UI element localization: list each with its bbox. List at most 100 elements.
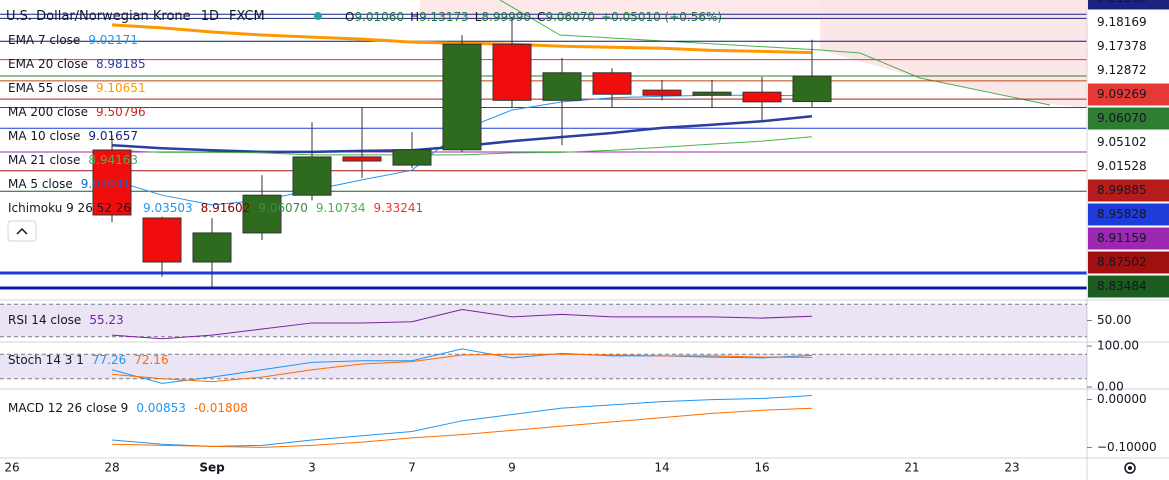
legend-name: EMA 7 close (8, 33, 80, 47)
price-label-box (1088, 83, 1169, 106)
legend-row: Stoch 14 3 1 77.26 72.16 (8, 353, 169, 367)
y-tick-label: 0.00000 (1097, 392, 1147, 406)
legend-value: 8.94163 (88, 153, 138, 167)
price-label-box (1088, 227, 1169, 250)
price-label-box (1088, 275, 1169, 298)
x-tick-label: 26 (4, 461, 19, 475)
candle-body (542, 72, 582, 101)
ohlc-label: O (345, 10, 354, 24)
price-label-box (1088, 59, 1169, 82)
settings-button[interactable] (1124, 462, 1136, 474)
price-label-box (1088, 179, 1169, 202)
legend-value: 0.00853 (136, 401, 186, 415)
legend-value: 8.98185 (96, 57, 146, 71)
legend-name: EMA 20 close (8, 57, 88, 71)
legend-value: 72.16 (134, 353, 168, 367)
legend-name: MA 5 close (8, 177, 73, 191)
x-tick-label: 3 (308, 461, 316, 475)
legend-value: 9.01657 (88, 129, 138, 143)
candle-body (392, 149, 432, 166)
ohlc-change: +0.05010 (+0.56%) (601, 10, 722, 24)
legend-value: 55.23 (89, 313, 123, 327)
candle-body (92, 149, 132, 216)
legend-row: EMA 55 close 9.10651 (8, 81, 146, 95)
legend-row: EMA 7 close 9.02171 (8, 33, 138, 47)
price-label-box (1088, 107, 1169, 130)
legend-row: EMA 20 close 8.98185 (8, 57, 146, 71)
indicator-line (111, 394, 813, 447)
x-tick-label: 14 (654, 461, 669, 475)
candle-body (442, 43, 482, 151)
price-label: 9.06070 (1097, 111, 1147, 125)
candle-body (142, 217, 182, 263)
ohlc-label: C (537, 10, 545, 24)
symbol-title: U.S. Dollar/Norwegian Krone (6, 9, 191, 24)
source: FXCM (229, 9, 265, 24)
legend-name: Stoch 14 3 1 (8, 353, 84, 367)
candle-body (642, 89, 682, 96)
legend-value: 9.10734 (316, 201, 366, 215)
candle-body (192, 232, 232, 263)
ohlc-value: 9.13173 (419, 10, 469, 24)
price-label: 9.18169 (1097, 15, 1147, 29)
price-label-box (1088, 251, 1169, 274)
candle-body (692, 91, 732, 96)
legend-row: MA 200 close 9.50796 (8, 105, 146, 119)
indicator-line (111, 407, 813, 448)
legend-row: RSI 14 close 55.23 (8, 313, 124, 327)
price-label-box (1088, 35, 1169, 58)
price-label-box (1088, 155, 1169, 178)
legend-name: MA 200 close (8, 105, 88, 119)
y-tick-label: 0.00 (1097, 380, 1124, 394)
ohlc-value: 8.99990 (481, 10, 531, 24)
legend-name: EMA 55 close (8, 81, 88, 95)
price-label: 9.12872 (1097, 63, 1147, 77)
indicator-line (111, 136, 813, 156)
lagging-line (499, 0, 1051, 106)
price-label: 8.87502 (1097, 255, 1147, 269)
price-label-box (1088, 11, 1169, 34)
y-tick-label: −0.10000 (1097, 440, 1157, 454)
ohlc-label: H (410, 10, 419, 24)
y-tick-label: 100.00 (1097, 339, 1139, 353)
price-label-box (1088, 203, 1169, 226)
ohlc-value: 9.06070 (545, 10, 595, 24)
x-tick-label: 23 (1004, 461, 1019, 475)
legend-value: 9.03503 (143, 201, 193, 215)
indicator-line (111, 353, 813, 383)
main-pane (0, 13, 1087, 287)
candle-body (492, 43, 532, 101)
price-label: 9.01528 (1097, 159, 1147, 173)
x-tick-label: 7 (408, 461, 416, 475)
legend-row: Ichimoku 9 26 52 26 9.03503 8.91602 9.06070… (8, 201, 423, 215)
price-label-box (1088, 131, 1169, 154)
price-label: 9.09269 (1097, 87, 1147, 101)
indicator-line (111, 348, 813, 384)
legend-name: RSI 14 close (8, 313, 81, 327)
legend-row: MA 10 close 9.01657 (8, 129, 138, 143)
ohlc: O9.01060 H9.13173 L8.99990 C9.06070 +0.05010… (345, 10, 722, 24)
legend-value: 9.06070 (258, 201, 308, 215)
legend-row: MA 5 close 9.03041 (8, 177, 130, 191)
y-tick-label: 50.00 (1097, 313, 1131, 327)
price-label: 9.05102 (1097, 135, 1147, 149)
legend-row: MA 21 close 8.94163 (8, 153, 138, 167)
price-label: 8.91159 (1097, 231, 1147, 245)
collapse-button[interactable] (7, 220, 37, 242)
price-label: 9.21263 (1097, 0, 1147, 5)
price-label: 8.83484 (1097, 279, 1147, 293)
header: U.S. Dollar/Norwegian Krone 1D FXCM (6, 9, 265, 24)
indicator-line (111, 309, 813, 340)
legend-value: 8.91602 (201, 201, 251, 215)
price-label: 8.95828 (1097, 207, 1147, 221)
x-tick-label: 9 (508, 461, 516, 475)
candle-body (742, 91, 782, 103)
ohlc-value: 9.01060 (354, 10, 404, 24)
candle-body (342, 156, 382, 162)
band (0, 354, 1087, 379)
x-tick-label: 28 (104, 461, 119, 475)
legend-name: Ichimoku 9 26 52 26 (8, 201, 131, 215)
legend-name: MACD 12 26 close 9 (8, 401, 128, 415)
